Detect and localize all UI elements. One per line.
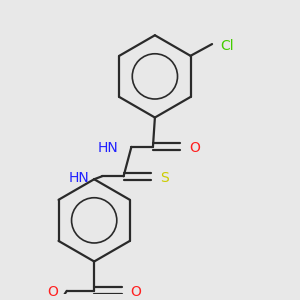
- Text: HN: HN: [68, 171, 89, 185]
- Text: HN: HN: [98, 141, 119, 155]
- Text: O: O: [130, 285, 141, 299]
- Text: Cl: Cl: [220, 39, 233, 52]
- Text: O: O: [47, 285, 58, 299]
- Text: O: O: [189, 141, 200, 155]
- Text: S: S: [160, 171, 169, 185]
